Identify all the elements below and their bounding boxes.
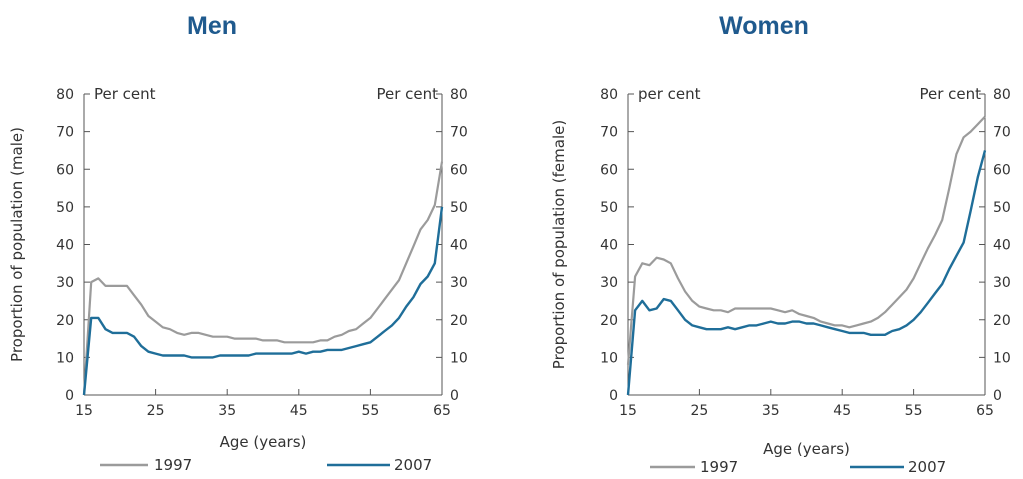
women-y-tick-label-left: 0 bbox=[609, 388, 618, 404]
women-y-tick-label-right: 20 bbox=[993, 313, 1011, 329]
women-y-tick-label-right: 10 bbox=[993, 350, 1011, 366]
men-y-tick-label-right: 50 bbox=[450, 200, 468, 216]
men-series-line-2007 bbox=[82, 206, 444, 396]
men-x-axis-title: Age (years) bbox=[220, 433, 307, 451]
men-y-tick-label-left: 60 bbox=[56, 162, 74, 178]
men-y-tick-label-right: 80 bbox=[450, 87, 468, 103]
men-x-tick-label: 25 bbox=[147, 403, 165, 419]
women-y-tick-label-right: 80 bbox=[993, 87, 1011, 103]
women-panel-title: Women bbox=[719, 12, 809, 40]
women-y-tick-label-right: 0 bbox=[993, 388, 1002, 404]
men-x-tick-label: 15 bbox=[75, 403, 93, 419]
men-x-tick-label: 55 bbox=[361, 403, 379, 419]
men-x-tick-label: 35 bbox=[218, 403, 236, 419]
men-legend-label-2007: 2007 bbox=[394, 456, 432, 474]
men-unit-label-right: Per cent bbox=[376, 85, 438, 103]
men-unit-label-left: Per cent bbox=[94, 85, 156, 103]
men-series-line-1997 bbox=[82, 161, 444, 396]
men-y-axis-title: Proportion of population (male) bbox=[8, 127, 26, 362]
women-unit-label-right: Per cent bbox=[919, 85, 981, 103]
women-y-tick-label-right: 40 bbox=[993, 238, 1011, 254]
men-y-tick-label-left: 80 bbox=[56, 87, 74, 103]
men-legend-label-1997: 1997 bbox=[154, 456, 192, 474]
women-y-axis-title: Proportion of population (female) bbox=[550, 120, 568, 369]
women-y-tick-label-left: 80 bbox=[600, 87, 618, 103]
women-x-tick-label: 15 bbox=[619, 403, 637, 419]
men-y-tick-label-right: 10 bbox=[450, 350, 468, 366]
women-y-tick-label-left: 30 bbox=[600, 275, 618, 291]
women-y-tick-label-left: 60 bbox=[600, 162, 618, 178]
men-y-tick-label-right: 0 bbox=[450, 388, 459, 404]
women-legend-label-2007: 2007 bbox=[908, 458, 946, 476]
women-series-line-2007 bbox=[626, 150, 987, 396]
men-y-tick-label-left: 0 bbox=[65, 388, 74, 404]
women-x-tick-label: 25 bbox=[690, 403, 708, 419]
men-y-tick-label-left: 40 bbox=[56, 238, 74, 254]
men-y-tick-label-left: 10 bbox=[56, 350, 74, 366]
women-y-tick-label-right: 30 bbox=[993, 275, 1011, 291]
women-x-tick-label: 35 bbox=[762, 403, 780, 419]
women-y-tick-label-left: 20 bbox=[600, 313, 618, 329]
men-panel-title: Men bbox=[187, 12, 237, 40]
men-y-tick-label-right: 70 bbox=[450, 125, 468, 141]
men-y-tick-label-right: 30 bbox=[450, 275, 468, 291]
women-y-tick-label-right: 70 bbox=[993, 125, 1011, 141]
men-x-tick-label: 45 bbox=[290, 403, 308, 419]
men-y-tick-label-right: 60 bbox=[450, 162, 468, 178]
women-y-tick-label-right: 60 bbox=[993, 162, 1011, 178]
women-y-tick-label-left: 10 bbox=[600, 350, 618, 366]
women-y-tick-label-left: 50 bbox=[600, 200, 618, 216]
men-x-tick-label: 65 bbox=[433, 403, 451, 419]
women-x-tick-label: 55 bbox=[905, 403, 923, 419]
women-series-line-1997 bbox=[626, 115, 986, 365]
women-unit-label-left: per cent bbox=[638, 85, 701, 103]
men-y-tick-label-left: 30 bbox=[56, 275, 74, 291]
men-y-tick-label-right: 20 bbox=[450, 313, 468, 329]
women-x-axis-title: Age (years) bbox=[763, 440, 850, 458]
women-y-tick-label-left: 40 bbox=[600, 238, 618, 254]
women-y-tick-label-right: 50 bbox=[993, 200, 1011, 216]
men-y-tick-label-left: 70 bbox=[56, 125, 74, 141]
women-x-tick-label: 45 bbox=[833, 403, 851, 419]
men-y-tick-label-right: 40 bbox=[450, 238, 468, 254]
women-legend-label-1997: 1997 bbox=[700, 458, 738, 476]
women-x-tick-label: 65 bbox=[976, 403, 994, 419]
women-y-tick-label-left: 70 bbox=[600, 125, 618, 141]
men-y-tick-label-left: 50 bbox=[56, 200, 74, 216]
men-y-tick-label-left: 20 bbox=[56, 313, 74, 329]
